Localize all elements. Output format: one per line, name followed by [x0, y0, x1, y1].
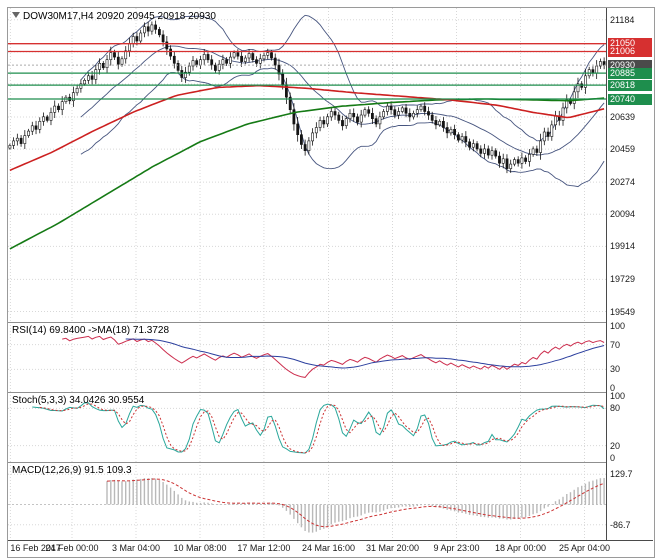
price-axis-label: 20094 — [610, 209, 636, 220]
panel-separator — [8, 322, 653, 323]
chart-frame: DOW30M17,H4 20920 20945 20918 20930 RSI(… — [7, 7, 655, 558]
support-price-badge: 20885 — [608, 67, 652, 79]
time-axis-label: 18 Apr 00:00 — [494, 543, 547, 553]
time-axis-label: 10 Mar 08:00 — [173, 543, 227, 553]
time-axis-label: 17 Mar 12:00 — [237, 543, 291, 553]
symbol-marker-icon — [12, 12, 20, 18]
price-axis-label: 20274 — [610, 177, 636, 188]
main-price-canvas[interactable] — [8, 8, 606, 322]
time-axis-label: 16 Feb 2017 — [10, 543, 61, 553]
time-axis[interactable]: 16 Feb 2017 24 Feb 00:00 3 Mar 04:00 10 Mar… — [8, 540, 653, 556]
rsi-indicator-label: RSI(14) 69.8400 ->MA(18) 71.3728 — [12, 325, 170, 336]
time-axis-label: 3 Mar 04:00 — [111, 543, 161, 553]
macd-axis-label: -86.7 — [610, 519, 631, 530]
time-axis-label: 24 Mar 16:00 — [301, 543, 356, 553]
price-axis-label: 20639 — [610, 112, 636, 122]
rsi-axis-label: 0 — [610, 383, 616, 393]
stochastic-canvas[interactable] — [8, 392, 606, 462]
resistance-price-badge: 21050 — [608, 38, 652, 50]
macd-canvas[interactable] — [8, 462, 606, 540]
time-axis-label: 24 Feb 00:00 — [45, 543, 99, 553]
panel-separator — [8, 462, 653, 463]
macd-indicator-label: MACD(12,26,9) 91.5 109.3 — [12, 465, 132, 476]
support-price-badge: 20818 — [608, 79, 652, 91]
price-axis[interactable]: 21184 20639 20459 20274 20094 19914 19729 19549… — [606, 8, 654, 540]
stoch-axis-label: 80 — [610, 403, 621, 414]
support-price-badge: 20740 — [608, 93, 652, 105]
price-axis-label: 19914 — [610, 241, 636, 252]
stoch-axis-label: 20 — [610, 440, 621, 451]
rsi-axis-label: 30 — [610, 364, 621, 375]
stoch-axis-label: 0 — [610, 453, 616, 463]
time-axis-label: 9 Apr 23:00 — [433, 543, 480, 553]
resistance-price-badge: 21006 — [608, 46, 652, 57]
price-axis-label: 19729 — [610, 274, 636, 285]
time-axis-label: 31 Mar 20:00 — [365, 543, 420, 553]
plot-area[interactable]: DOW30M17,H4 20920 20945 20918 20930 RSI(… — [8, 8, 606, 540]
stoch-axis-label: 100 — [610, 391, 626, 401]
stochastic-indicator-label: Stoch(5,3,3) 34.0426 30.9554 — [12, 395, 145, 406]
time-axis-label: 25 Apr 04:00 — [558, 543, 611, 553]
panel-separator — [8, 392, 653, 393]
rsi-axis-label: 100 — [610, 321, 626, 331]
rsi-canvas[interactable] — [8, 322, 606, 392]
current-price-badge: 20930 — [608, 59, 652, 71]
rsi-axis-label: 70 — [610, 339, 621, 350]
macd-axis-label: 129.7 — [610, 469, 633, 480]
price-axis-label: 19549 — [610, 306, 636, 317]
chart-title-text: DOW30M17,H4 20920 20945 20918 20930 — [23, 11, 216, 22]
price-axis-label: 20459 — [610, 144, 636, 155]
price-axis-label: 21184 — [610, 14, 635, 25]
chart-title: DOW30M17,H4 20920 20945 20918 20930 — [12, 11, 216, 22]
